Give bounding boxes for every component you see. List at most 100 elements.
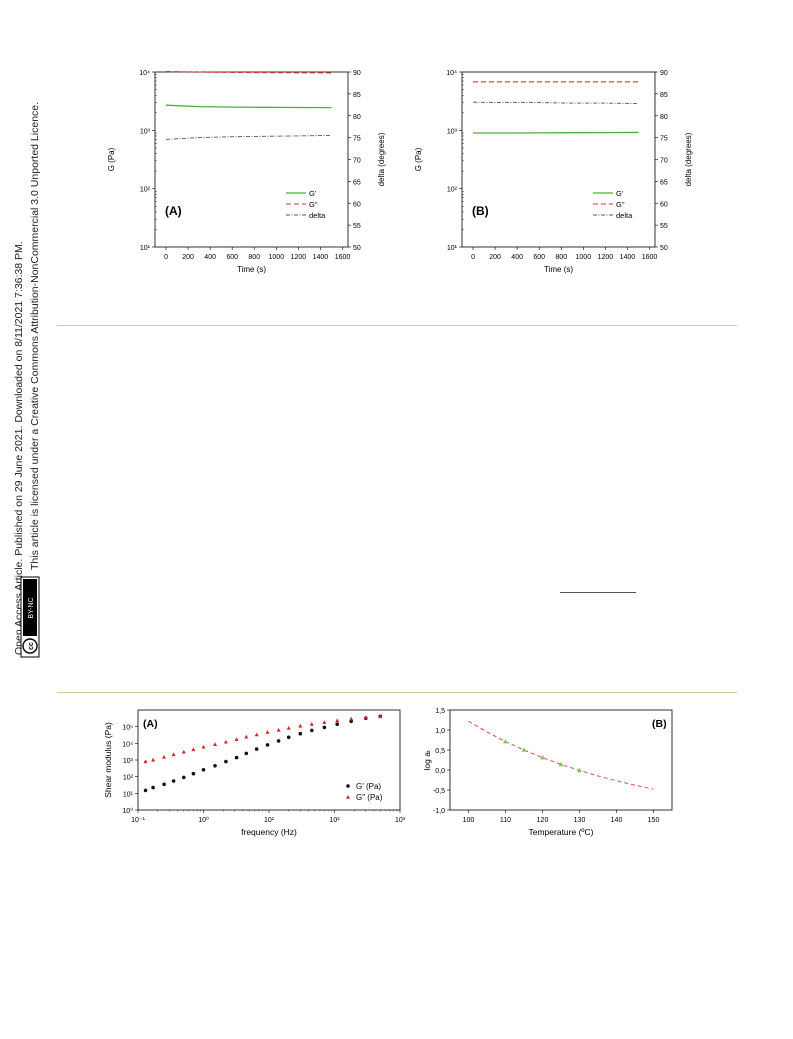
x-tick-label: 10² [329,817,340,824]
x-tick-label: 150 [648,817,660,824]
series-line-1 [165,70,332,74]
x-axis-label: frequency (Hz) [241,827,297,837]
x-axis-label: Time (s) [237,265,266,274]
legend-label-0: G' [616,189,624,198]
y-tick-label: 10³ [447,128,458,135]
gprime-point [254,747,259,751]
gdoubleprime-point [171,752,176,757]
fit-curve [468,720,654,790]
gdoubleprime-point [254,732,259,737]
legend-label-1: G" (Pa) [356,793,383,802]
y-tick-label: 0,5 [435,748,445,755]
margin-line-2: This article is licensed under a Creativ… [29,102,41,570]
legend-label-1: G" [616,200,625,209]
shift-factor-point [521,747,527,752]
chart-time-sweep-a: 0 200 400 600 800 1000 1200 1400 1600 10¹ 10² 10³ 10… [107,70,386,274]
gprime-point [335,722,339,726]
gdoubleprime-point [143,759,148,764]
y2-tick-label: 85 [660,92,668,99]
gprime-point [143,788,148,793]
gdoubleprime-point [335,718,340,723]
y2-tick-label: 60 [353,201,361,208]
x-tick-label: 1200 [598,254,614,261]
gdoubleprime-point [286,725,291,730]
gprime-point [265,743,270,747]
y-tick-label: 0,0 [435,768,445,775]
x-tick-label: 800 [248,254,260,261]
y2-tick-label: 90 [353,70,361,77]
y2-tick-label: 60 [660,201,668,208]
gdoubleprime-point [213,742,218,747]
cc-license-badge[interactable]: cc BY-NC [20,576,40,658]
gprime-point [213,764,217,768]
y-tick-label: 10³ [123,758,134,765]
plot-frame [154,71,349,248]
y-axis-label: G (Pa) [414,147,423,171]
gprime-point [191,771,196,776]
y2-tick-label: 85 [353,92,361,99]
x-axis-label: Time (s) [544,265,573,274]
x-tick-label: 0 [471,254,475,261]
y2-tick-label: 65 [353,179,361,186]
gprime-point [234,755,239,760]
y-tick-label: 10¹ [447,245,458,252]
shift-factor-point [558,761,564,767]
x-tick-label: 120 [537,817,549,824]
y-axis-label: G (Pa) [107,147,116,171]
x-tick-label: 10³ [395,817,406,824]
panel-label: (A) [165,204,182,218]
y2-tick-label: 80 [660,114,668,121]
y2-tick-label: 55 [660,223,668,230]
gdoubleprime-point [162,754,167,759]
x-tick-label: 1400 [620,254,636,261]
x-tick-label: 1600 [642,254,658,261]
y-tick-label: 1,0 [435,728,445,735]
x-tick-label: 10⁰ [198,816,209,824]
gdoubleprime-point [309,722,314,726]
y2-tick-label: 90 [660,70,668,77]
y-tick-label: -0,5 [433,788,445,795]
x-tick-label: 600 [533,254,545,261]
x-tick-label: 0 [164,254,168,261]
x-tick-label: 1600 [335,254,351,261]
gprime-point [244,751,249,756]
by-nc-badge-text: BY-NC [28,597,35,618]
x-tick-label: 1000 [576,254,592,261]
x-tick-label: 140 [611,817,623,824]
gprime-point [276,739,281,743]
gprime-point [162,782,166,787]
y2-tick-label: 75 [660,136,668,143]
y-tick-label: 10⁴ [122,741,133,748]
blank-underline [560,592,636,593]
gprime-point [201,768,206,772]
x-tick-label: 1000 [269,254,285,261]
x-tick-label: 200 [182,254,194,261]
y-tick-label: 10⁵ [122,725,133,732]
x-tick-label: 100 [463,817,475,824]
gprime-point [286,735,291,740]
gprime-point [171,779,176,783]
gprime-point [322,725,327,730]
y-tick-label: 10² [140,187,151,194]
series-line-2 [165,134,332,140]
y-tick-label: 1,5 [435,708,445,715]
chart-shift-factor: 100 110 120 130 140 150 -1,0 -0,5 0,0 0,5 1,0 1,5 Te… [422,708,673,837]
panel-label: (A) [143,718,158,730]
y-tick-label: -1,0 [433,808,445,815]
y2-tick-label: 50 [353,245,361,252]
x-tick-label: 800 [555,254,567,261]
gdoubleprime-point [201,744,206,749]
x-tick-label: 10⁻¹ [131,817,145,824]
y2-axis-label: delta (degrees) [377,132,386,186]
chart-frequency-sweep: 10⁻¹ 10⁰ 10¹ 10² 10³ 10⁰ 10¹ 10² 10³ 10⁴ 10⁵ freque… [103,709,406,837]
cc-badge-text: cc [28,642,35,650]
y-tick-label: 10² [123,775,134,782]
gdoubleprime-point [181,749,186,754]
series-line-0 [165,104,332,109]
chart-time-sweep-b: 0 200 400 600 800 1000 1200 1400 1600 10¹ 10² 10³ 10… [414,70,693,274]
shift-factor-point [503,739,508,744]
gdoubleprime-point [265,730,270,734]
y-tick-label: 10⁰ [122,807,133,815]
section-divider-bottom [57,692,737,693]
y-tick-label: 10³ [140,128,151,135]
